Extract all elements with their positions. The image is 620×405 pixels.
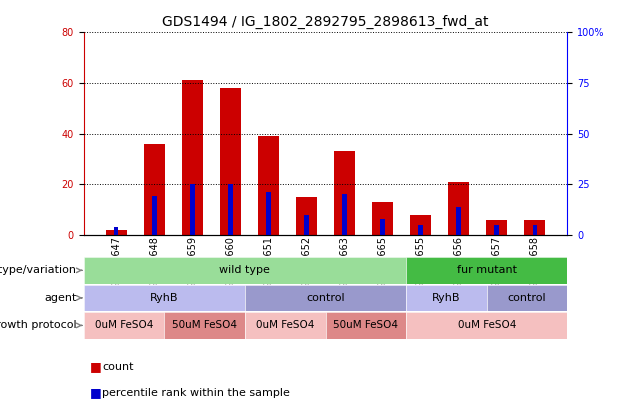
Bar <box>220 88 241 235</box>
Bar <box>495 225 499 235</box>
Bar <box>266 192 271 235</box>
Text: RyhB: RyhB <box>150 293 179 303</box>
Bar <box>114 227 118 235</box>
Text: 0uM FeSO4: 0uM FeSO4 <box>95 320 153 330</box>
Bar <box>410 215 431 235</box>
Text: control: control <box>508 293 546 303</box>
Bar <box>525 220 546 235</box>
Text: 50uM FeSO4: 50uM FeSO4 <box>172 320 237 330</box>
Text: wild type: wild type <box>219 265 270 275</box>
Text: 50uM FeSO4: 50uM FeSO4 <box>334 320 398 330</box>
Text: RyhB: RyhB <box>432 293 461 303</box>
Text: fur mutant: fur mutant <box>457 265 516 275</box>
Bar <box>182 81 203 235</box>
Bar <box>380 219 385 235</box>
Text: growth protocol: growth protocol <box>0 320 76 330</box>
Bar <box>304 215 309 235</box>
Bar <box>456 207 461 235</box>
Text: control: control <box>306 293 345 303</box>
Bar <box>296 197 317 235</box>
Bar <box>105 230 126 235</box>
Bar <box>418 225 423 235</box>
Bar <box>533 225 537 235</box>
Text: percentile rank within the sample: percentile rank within the sample <box>102 388 290 398</box>
Bar <box>190 184 195 235</box>
Text: 0uM FeSO4: 0uM FeSO4 <box>458 320 516 330</box>
Bar <box>258 136 279 235</box>
Bar <box>372 202 393 235</box>
Bar <box>152 196 156 235</box>
Text: count: count <box>102 362 134 371</box>
Bar <box>334 151 355 235</box>
Bar <box>228 184 232 235</box>
Text: ■: ■ <box>90 386 102 399</box>
Text: agent: agent <box>44 293 76 303</box>
Text: genotype/variation: genotype/variation <box>0 265 76 275</box>
Bar <box>486 220 507 235</box>
Bar <box>144 144 165 235</box>
Title: GDS1494 / IG_1802_2892795_2898613_fwd_at: GDS1494 / IG_1802_2892795_2898613_fwd_at <box>162 15 489 29</box>
Text: ■: ■ <box>90 360 102 373</box>
Bar <box>342 194 347 235</box>
Bar <box>448 182 469 235</box>
Text: 0uM FeSO4: 0uM FeSO4 <box>256 320 314 330</box>
